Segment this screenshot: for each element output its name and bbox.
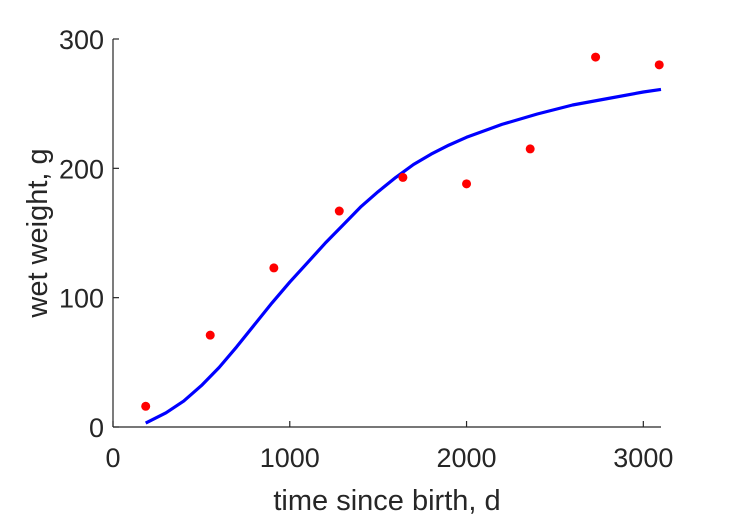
y-tick-label: 300 xyxy=(59,25,104,55)
data-point xyxy=(591,52,601,62)
data-point xyxy=(525,144,535,154)
y-ticks: 0 100 200 300 xyxy=(59,25,119,443)
series-layer xyxy=(141,52,664,425)
x-tick-label: 1000 xyxy=(260,443,320,473)
x-axis-label: time since birth, d xyxy=(273,485,500,517)
data-point xyxy=(334,206,344,216)
plot-area: 0 1000 2000 3000 0 100 200 300 xyxy=(59,25,673,473)
data-point xyxy=(205,330,215,340)
x-ticks: 0 1000 2000 3000 xyxy=(105,421,673,473)
y-tick-label: 200 xyxy=(59,154,104,184)
data-point xyxy=(654,60,664,70)
y-axis-label: wet weight, g xyxy=(22,148,54,318)
x-tick-label: 0 xyxy=(105,443,120,473)
data-point xyxy=(141,401,151,411)
data-point xyxy=(398,172,408,182)
x-tick-label: 3000 xyxy=(613,443,673,473)
y-tick-label: 100 xyxy=(59,284,104,314)
data-point xyxy=(269,263,279,273)
y-tick-label: 0 xyxy=(89,413,104,443)
data-point xyxy=(462,179,472,189)
x-tick-label: 2000 xyxy=(437,443,497,473)
fit-curve xyxy=(144,87,662,425)
